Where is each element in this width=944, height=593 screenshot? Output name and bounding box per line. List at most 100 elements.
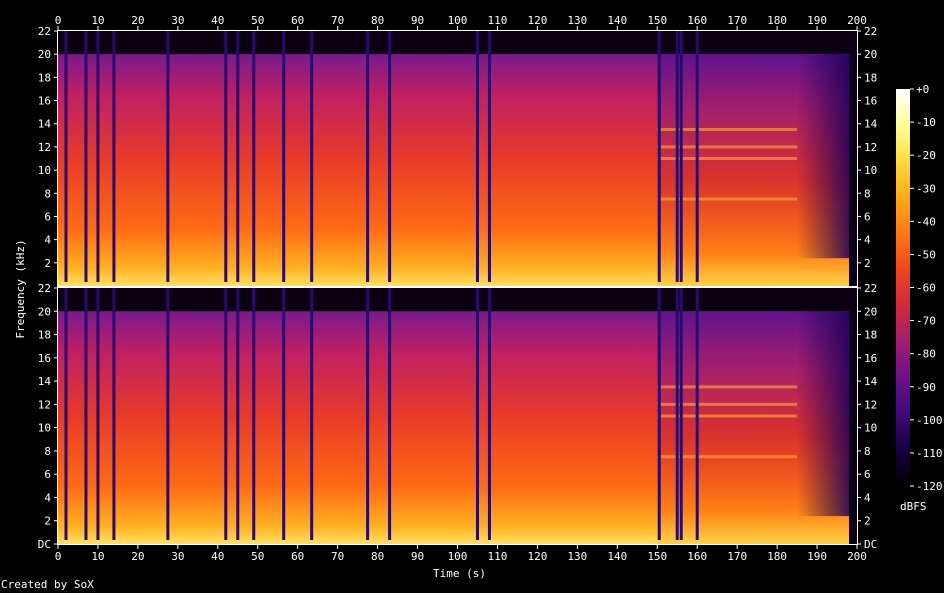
y-tick-label: 2 bbox=[864, 515, 871, 528]
y-tick-label: 22 bbox=[38, 282, 51, 295]
panel-1-dropout bbox=[366, 31, 370, 282]
colorbar-tick-label: -20 bbox=[916, 149, 936, 162]
panel-1-dropout bbox=[236, 31, 240, 282]
colorbar-tick-label: -90 bbox=[916, 381, 936, 394]
footer-credit: Created by SoX bbox=[1, 578, 94, 591]
x-tick-label: 200 bbox=[847, 14, 867, 27]
y-tick-label: 22 bbox=[38, 25, 51, 38]
y-tick-label: 20 bbox=[864, 48, 877, 61]
colorbar-tick-label: -120 bbox=[916, 480, 943, 493]
x-tick-label: 120 bbox=[527, 550, 547, 563]
panel-1-dropout bbox=[96, 31, 100, 282]
panel-2-dropout bbox=[252, 288, 256, 540]
x-tick-label: 140 bbox=[607, 14, 627, 27]
panel-1-dropout bbox=[84, 31, 88, 282]
x-tick-label: 20 bbox=[131, 550, 144, 563]
x-tick-label: 80 bbox=[371, 550, 384, 563]
y-tick-label: 10 bbox=[38, 164, 51, 177]
y-tick-label: 8 bbox=[44, 187, 51, 200]
y-tick-label: 6 bbox=[864, 468, 871, 481]
y-tick-label: 12 bbox=[864, 141, 877, 154]
colorbar-tick-label: -100 bbox=[916, 414, 943, 427]
panel-2-dropout bbox=[112, 288, 116, 540]
x-tick-label: 40 bbox=[211, 550, 224, 563]
y-tick-label: DC bbox=[864, 538, 877, 551]
x-tick-label: 160 bbox=[687, 14, 707, 27]
y-tick-label: 8 bbox=[44, 445, 51, 458]
panel-2-dropout bbox=[679, 288, 683, 540]
x-tick-label: 70 bbox=[331, 550, 344, 563]
x-tick-label: 110 bbox=[488, 14, 508, 27]
y-tick-label: 18 bbox=[38, 329, 51, 342]
x-tick-label: 110 bbox=[488, 550, 508, 563]
x-tick-label: 180 bbox=[767, 550, 787, 563]
x-tick-label: 80 bbox=[371, 14, 384, 27]
y-tick-label: 4 bbox=[864, 234, 871, 247]
y-tick-label: 16 bbox=[864, 95, 877, 108]
x-axis-label: Time (s) bbox=[433, 567, 486, 580]
panel-2-dropout bbox=[236, 288, 240, 540]
panel-2-dropout bbox=[64, 288, 68, 540]
panel-1-dropout bbox=[224, 31, 228, 282]
panel-1-tonal-band bbox=[657, 128, 798, 132]
panel-1-dropout bbox=[675, 31, 679, 282]
panel-1-dropout bbox=[388, 31, 392, 282]
x-tick-label: 10 bbox=[91, 550, 104, 563]
colorbar-tick-label: -70 bbox=[916, 315, 936, 328]
y-tick-label: 6 bbox=[864, 210, 871, 223]
y-tick-label: 2 bbox=[44, 515, 51, 528]
y-axis-label: Frequency (kHz) bbox=[14, 239, 27, 339]
panel-1-dropout bbox=[679, 31, 683, 282]
y-tick-label: 2 bbox=[864, 257, 871, 270]
x-tick-label: 190 bbox=[807, 14, 827, 27]
x-tick-label: 120 bbox=[527, 14, 547, 27]
y-tick-label: 20 bbox=[38, 305, 51, 318]
y-tick-label: 18 bbox=[864, 71, 877, 84]
x-tick-label: 20 bbox=[131, 14, 144, 27]
panel-1-dropout bbox=[282, 31, 286, 282]
x-tick-label: 100 bbox=[448, 14, 468, 27]
panel-2-dropout bbox=[487, 288, 491, 540]
y-tick-label: 14 bbox=[38, 375, 52, 388]
panel-2-dropout bbox=[675, 288, 679, 540]
x-tick-label: 150 bbox=[647, 14, 667, 27]
x-tick-label: 140 bbox=[607, 550, 627, 563]
x-tick-label: 50 bbox=[251, 550, 264, 563]
y-tick-label: 14 bbox=[864, 118, 878, 131]
panel-1-dropout bbox=[112, 31, 116, 282]
x-tick-label: 0 bbox=[55, 14, 62, 27]
colorbar-tick-label: -30 bbox=[916, 182, 936, 195]
x-tick-label: 90 bbox=[411, 14, 424, 27]
x-tick-label: 0 bbox=[55, 550, 62, 563]
x-tick-label: 90 bbox=[411, 550, 424, 563]
x-tick-label: 170 bbox=[727, 550, 747, 563]
colorbar bbox=[896, 89, 910, 486]
y-tick-label: 14 bbox=[864, 375, 878, 388]
y-tick-label: 16 bbox=[864, 352, 877, 365]
panel-2-dropout bbox=[657, 288, 661, 540]
panel-2-dropout bbox=[282, 288, 286, 540]
colorbar-tick-label: -10 bbox=[916, 116, 936, 129]
y-tick-label: 10 bbox=[38, 422, 51, 435]
panel-2-dropout bbox=[388, 288, 392, 540]
panel-1-tonal-band bbox=[657, 197, 798, 201]
colorbar-tick-label: -80 bbox=[916, 348, 936, 361]
panel-2-tonal-band bbox=[657, 385, 798, 389]
x-tick-label: 40 bbox=[211, 14, 224, 27]
x-tick-label: 130 bbox=[567, 14, 587, 27]
x-tick-label: 170 bbox=[727, 14, 747, 27]
panel-1-silent-tail bbox=[849, 31, 857, 286]
x-tick-label: 30 bbox=[171, 550, 184, 563]
y-tick-label: 2 bbox=[44, 257, 51, 270]
panel-1-rolloff bbox=[797, 54, 850, 259]
panel-1-dropout bbox=[166, 31, 170, 282]
panel-2-dropout bbox=[224, 288, 228, 540]
x-tick-label: 60 bbox=[291, 14, 304, 27]
y-tick-label: DC bbox=[38, 538, 51, 551]
colorbar-label: dBFS bbox=[900, 500, 927, 513]
y-tick-label: 16 bbox=[38, 95, 51, 108]
panel-2-rolloff bbox=[797, 311, 850, 517]
x-tick-label: 50 bbox=[251, 14, 264, 27]
panel-1-tonal-band bbox=[657, 157, 798, 160]
